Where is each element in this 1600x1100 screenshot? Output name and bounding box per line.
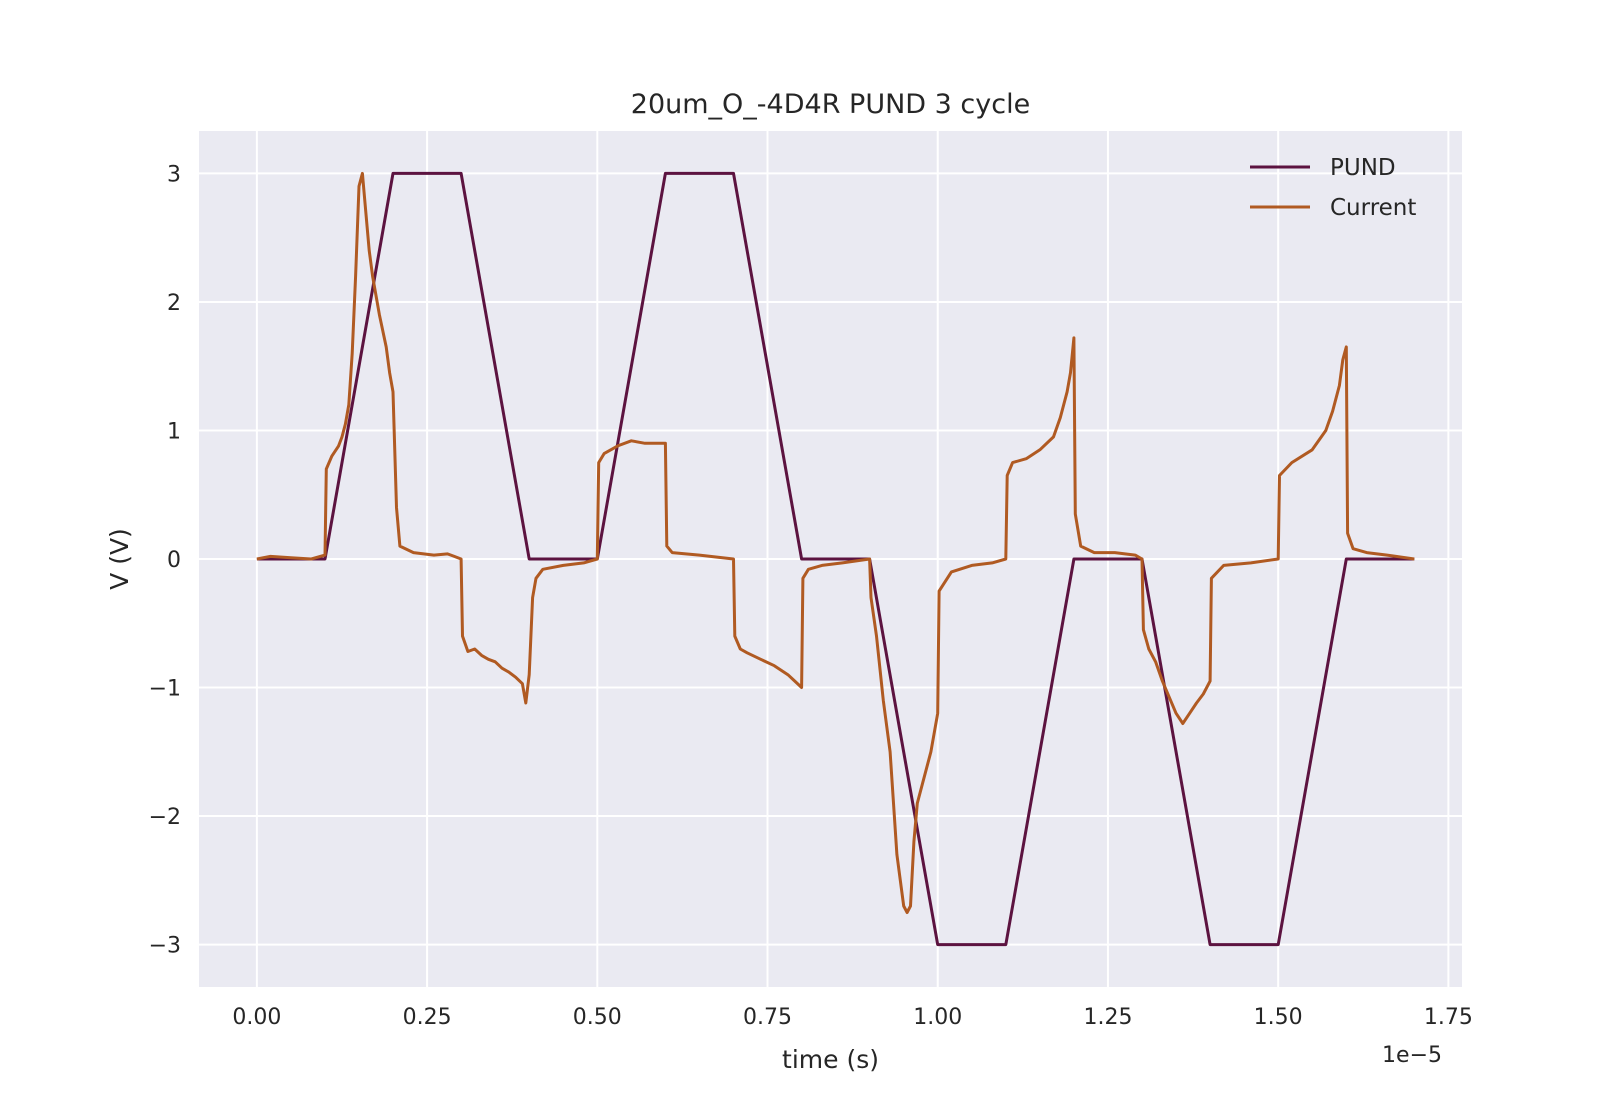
y-tick-label: −3 xyxy=(149,934,181,959)
x-tick-labels: 0.00 0.25 0.50 0.75 1.00 1.25 1.50 1.75 xyxy=(232,1005,1472,1030)
legend: PUND Current xyxy=(1250,155,1416,221)
series-line-pund xyxy=(256,171,1415,947)
y-tick-labels: 3 2 1 0 −1 −2 −3 xyxy=(149,162,181,958)
x-tick-label: 1.00 xyxy=(913,1005,962,1030)
y-tick-label: 2 xyxy=(167,291,181,316)
x-tick-label: 0.75 xyxy=(743,1005,792,1030)
x-axis-offset-label: 1e−5 xyxy=(1382,1043,1442,1068)
x-tick-label: 1.50 xyxy=(1254,1005,1303,1030)
legend-label-current: Current xyxy=(1330,195,1416,221)
series-line-current xyxy=(256,171,1415,914)
x-tick-label: 1.75 xyxy=(1424,1005,1473,1030)
y-tick-label: 1 xyxy=(167,419,181,444)
y-axis-label: V (V) xyxy=(105,528,134,590)
x-tick-label: 0.25 xyxy=(403,1005,452,1030)
y-tick-label: 0 xyxy=(167,548,181,573)
y-tick-label: 3 xyxy=(167,162,181,187)
legend-label-pund: PUND xyxy=(1330,155,1396,181)
x-axis-label: time (s) xyxy=(782,1045,879,1074)
series-group xyxy=(256,171,1415,947)
x-tick-label: 1.25 xyxy=(1083,1005,1132,1030)
chart-title: 20um_O_-4D4R PUND 3 cycle xyxy=(631,89,1030,120)
y-tick-label: −2 xyxy=(149,805,181,830)
x-tick-label: 0.00 xyxy=(232,1005,281,1030)
y-tick-label: −1 xyxy=(149,677,181,702)
x-tick-label: 0.50 xyxy=(573,1005,622,1030)
